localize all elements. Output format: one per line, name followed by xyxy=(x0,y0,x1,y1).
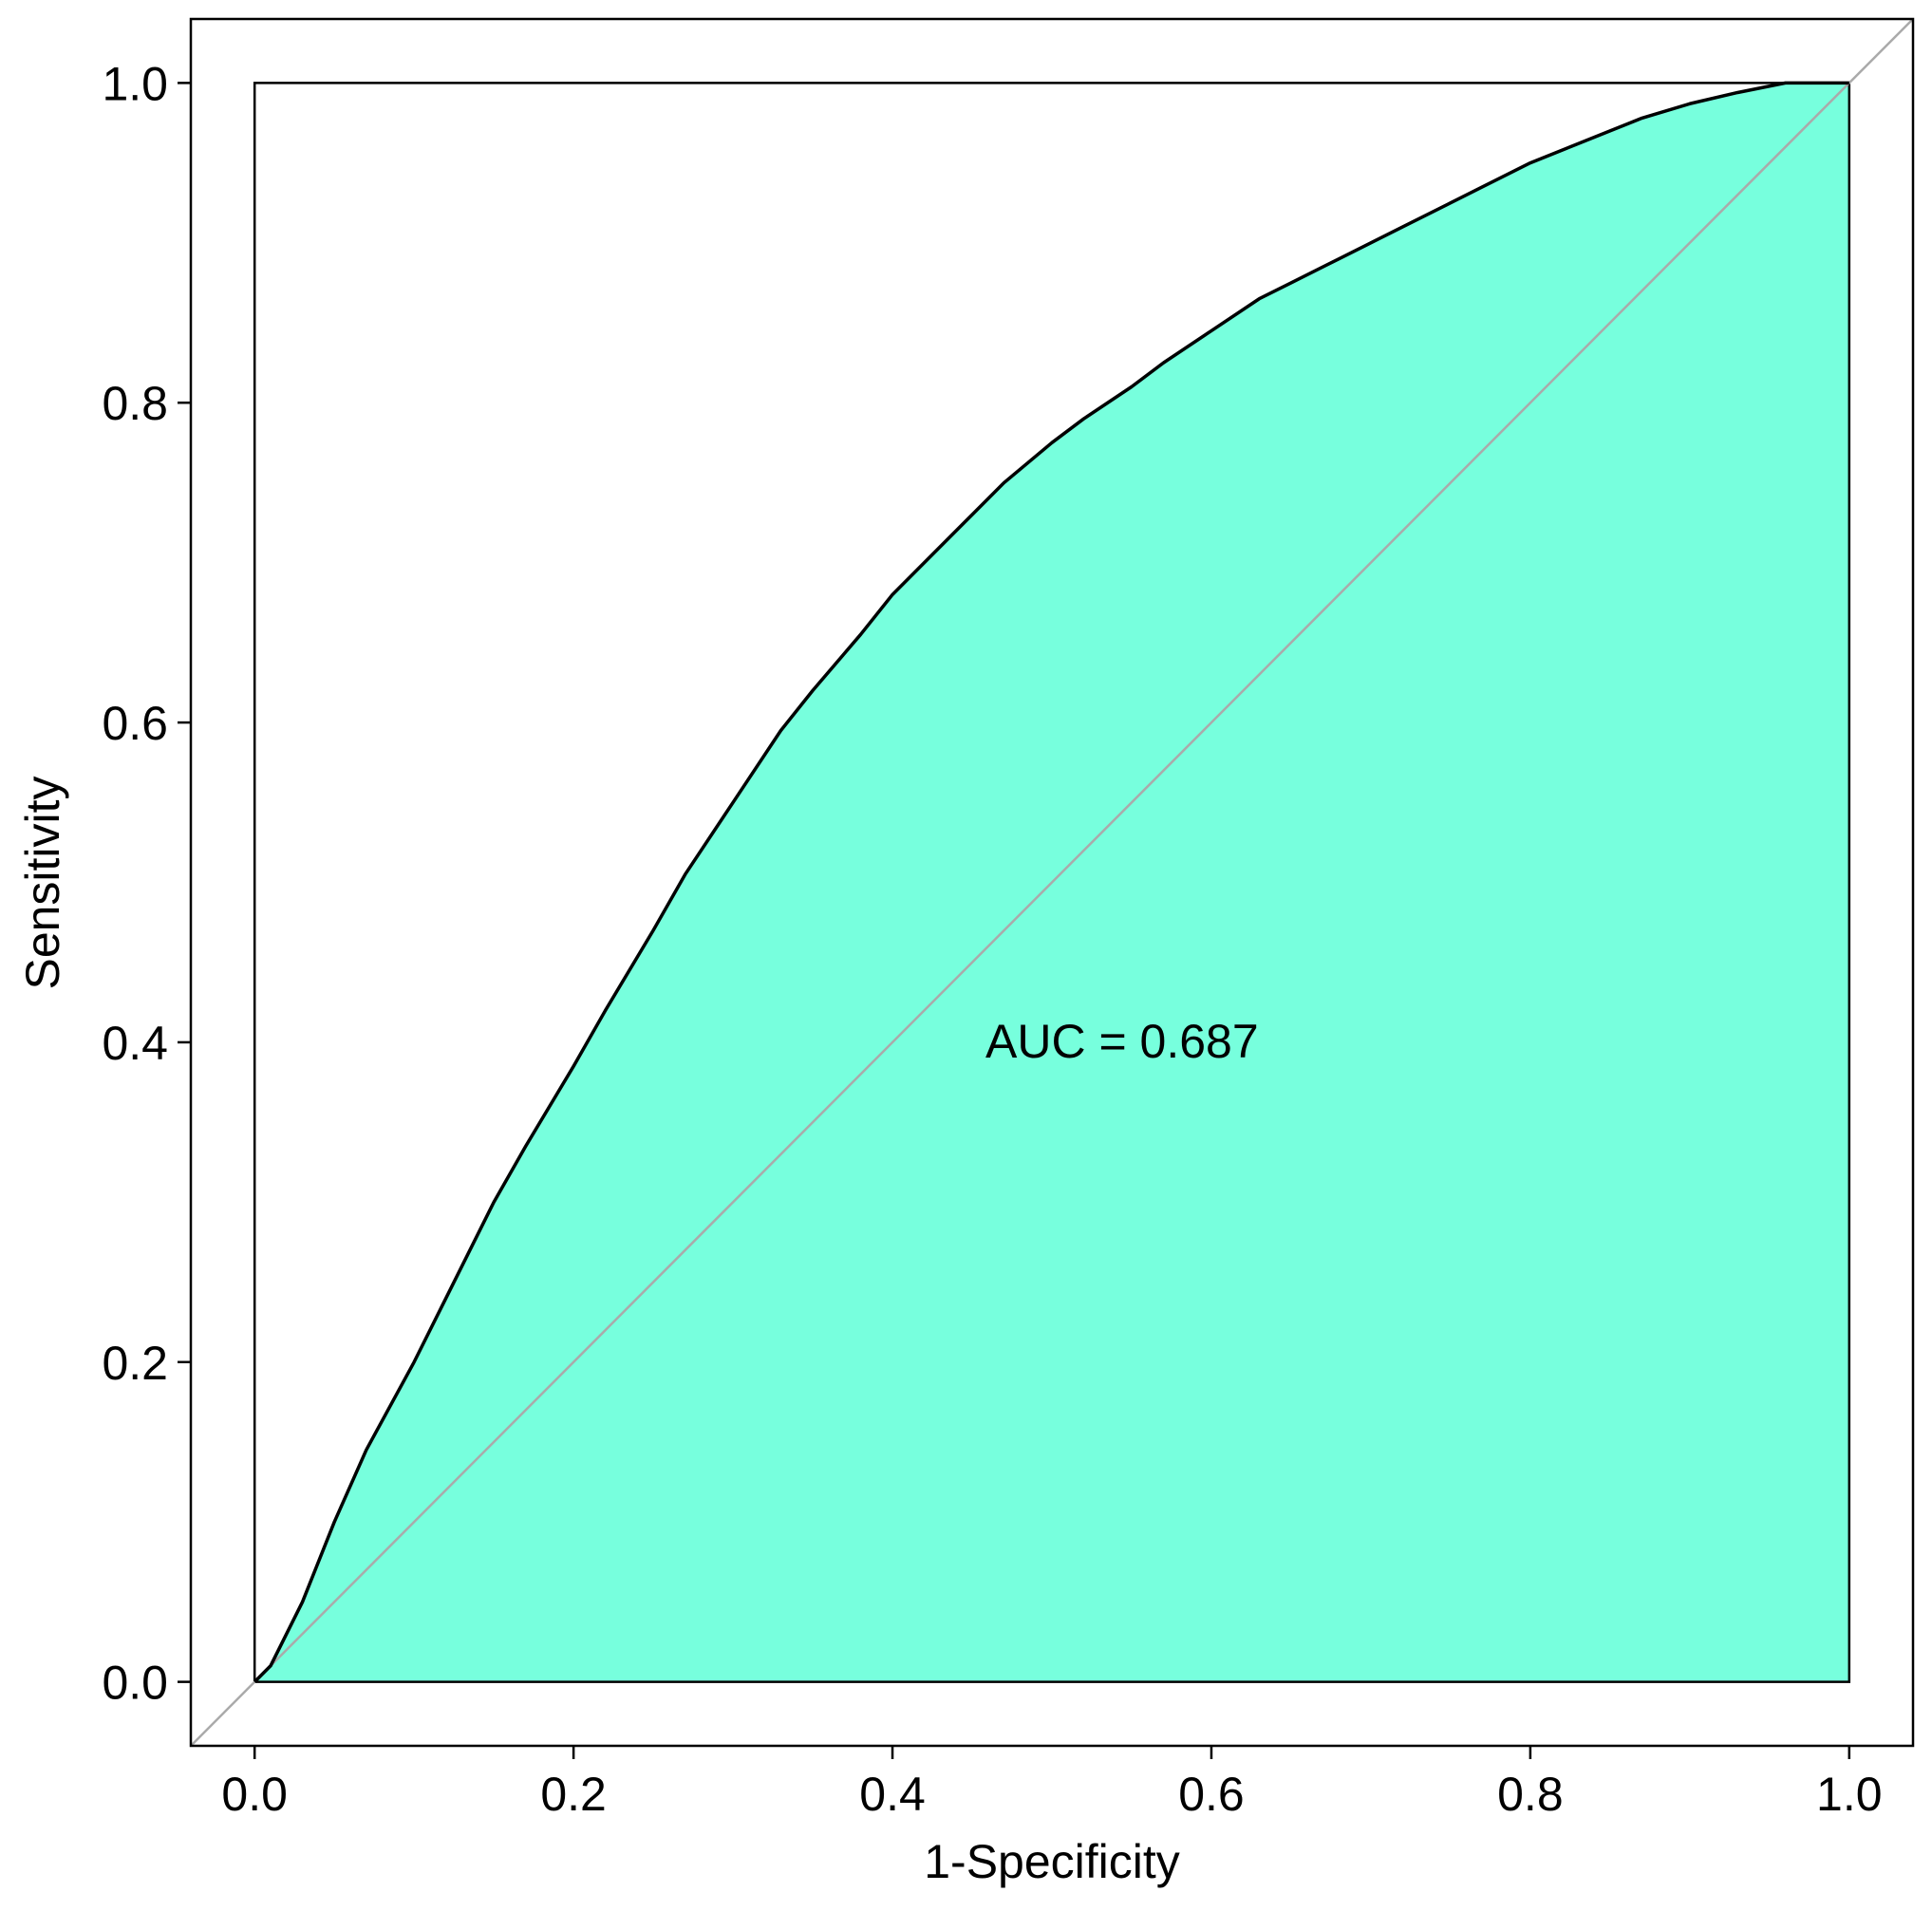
y-tick-label: 0.8 xyxy=(102,377,168,430)
x-tick-label: 1.0 xyxy=(1816,1768,1883,1821)
auc-annotation: AUC = 0.687 xyxy=(985,1015,1259,1068)
x-tick-label: 0.4 xyxy=(859,1768,926,1821)
x-axis: 0.0 0.2 0.4 0.6 0.8 1.0 xyxy=(221,1746,1883,1821)
y-tick-label: 1.0 xyxy=(102,57,168,110)
roc-curve xyxy=(253,81,1849,1683)
x-tick-label: 0.6 xyxy=(1178,1768,1245,1821)
x-axis-title: 1-Specificity xyxy=(924,1835,1180,1888)
reference-diagonal xyxy=(191,19,1913,1746)
y-axis-title: Sensitivity xyxy=(16,776,69,989)
y-tick-label: 0.6 xyxy=(102,697,168,750)
y-axis: 0.0 0.2 0.4 0.6 0.8 1.0 xyxy=(102,57,191,1710)
plot-frame xyxy=(189,17,1915,1748)
x-tick-label: 0.8 xyxy=(1497,1768,1564,1821)
x-tick-label: 0.0 xyxy=(221,1768,288,1821)
y-tick-label: 0.2 xyxy=(102,1337,168,1390)
x-tick-label: 0.2 xyxy=(540,1768,607,1821)
y-tick-label: 0.0 xyxy=(102,1657,168,1710)
y-tick-label: 0.4 xyxy=(102,1017,168,1070)
unit-box xyxy=(253,82,1851,1683)
